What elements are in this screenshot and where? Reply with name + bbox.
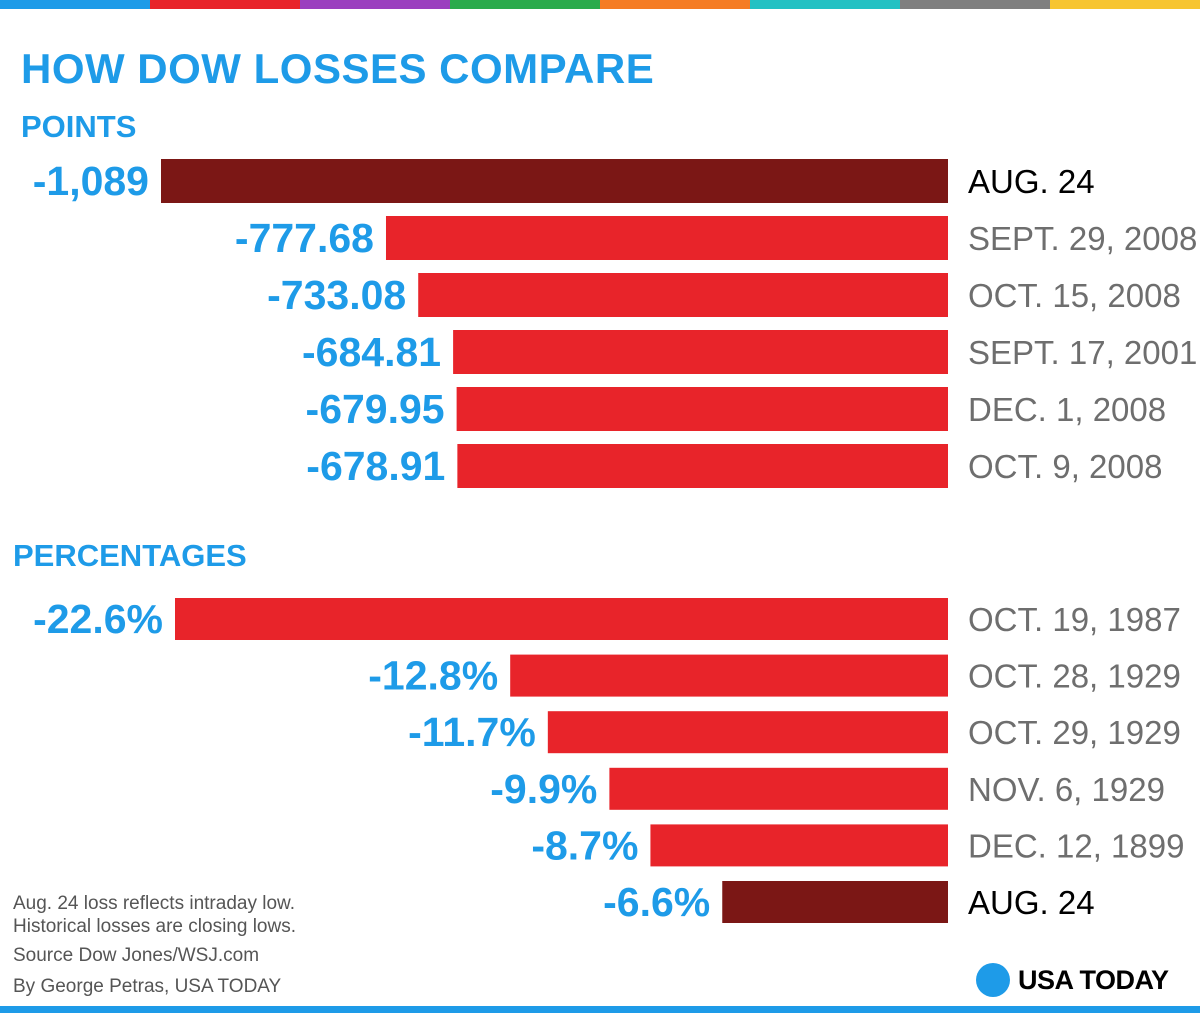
logo-text: USA TODAY <box>1018 964 1169 995</box>
source-credit: Source Dow Jones/WSJ.com <box>13 945 260 966</box>
percentages-date-label-4: DEC. 12, 1899 <box>968 827 1184 864</box>
percentages-value-label-3: -9.9% <box>490 766 597 812</box>
points-bar-3 <box>453 330 948 374</box>
color-stripe <box>0 0 1200 9</box>
points-date-label-3: SEPT. 17, 2001 <box>968 334 1197 371</box>
points-date-label-4: DEC. 1, 2008 <box>968 391 1166 428</box>
bottom-rule <box>0 1006 1200 1013</box>
points-section-title: POINTS <box>21 109 137 144</box>
stripe-segment-4 <box>600 0 750 9</box>
stripe-segment-7 <box>1050 0 1200 9</box>
points-value-label-2: -733.08 <box>267 272 406 318</box>
percentages-value-label-0: -22.6% <box>33 596 163 642</box>
points-value-label-3: -684.81 <box>302 329 441 375</box>
stripe-segment-3 <box>450 0 600 9</box>
points-value-label-4: -679.95 <box>306 386 445 432</box>
stripe-segment-0 <box>0 0 150 9</box>
percentages-bar-3 <box>609 767 948 810</box>
chart-title: HOW DOW LOSSES COMPARE <box>21 45 655 92</box>
points-bar-5 <box>457 444 948 488</box>
points-date-label-5: OCT. 9, 2008 <box>968 448 1162 485</box>
percentages-value-label-1: -12.8% <box>368 653 498 699</box>
percentages-chart: -22.6% OCT. 19, 1987 -12.8% OCT. 28, 1929 -1… <box>33 596 1184 925</box>
percentages-bar-5 <box>722 881 948 923</box>
percentages-bar-0 <box>175 598 948 640</box>
percentages-value-label-4: -8.7% <box>531 822 638 868</box>
percentages-section-title: PERCENTAGES <box>13 538 247 573</box>
percentages-date-label-3: NOV. 6, 1929 <box>968 771 1165 808</box>
points-date-label-1: SEPT. 29, 2008 <box>968 220 1197 257</box>
points-value-label-5: -678.91 <box>306 443 445 489</box>
stripe-segment-5 <box>750 0 900 9</box>
stripe-segment-2 <box>300 0 450 9</box>
percentages-date-label-0: OCT. 19, 1987 <box>968 601 1181 638</box>
percentages-value-label-5: -6.6% <box>603 879 710 925</box>
points-bar-0 <box>161 159 948 203</box>
footnote-intraday: Aug. 24 loss reflects intraday low. <box>13 893 295 914</box>
byline: By George Petras, USA TODAY <box>13 976 282 997</box>
percentages-bar-4 <box>650 824 948 867</box>
points-bar-1 <box>385 216 948 260</box>
percentages-bar-1 <box>510 654 948 697</box>
points-date-label-2: OCT. 15, 2008 <box>968 277 1181 314</box>
logo-dot-icon <box>976 963 1010 997</box>
points-value-label-1: -777.68 <box>235 215 374 261</box>
points-bar-4 <box>456 387 948 431</box>
points-bar-2 <box>418 273 948 317</box>
usa-today-logo: USA TODAY <box>976 962 1169 998</box>
percentages-date-label-2: OCT. 29, 1929 <box>968 714 1181 751</box>
stripe-segment-1 <box>150 0 300 9</box>
points-chart: -1,089 AUG. 24 -777.68 SEPT. 29, 2008 -733.0… <box>33 158 1198 489</box>
percentages-date-label-1: OCT. 28, 1929 <box>968 658 1181 695</box>
percentages-date-label-5: AUG. 24 <box>968 884 1095 921</box>
stripe-segment-6 <box>900 0 1050 9</box>
percentages-value-label-2: -11.7% <box>408 709 536 755</box>
percentages-bar-2 <box>547 711 948 754</box>
footnote-closing: Historical losses are closing lows. <box>13 916 296 937</box>
points-date-label-0: AUG. 24 <box>968 163 1095 200</box>
points-value-label-0: -1,089 <box>33 158 149 204</box>
